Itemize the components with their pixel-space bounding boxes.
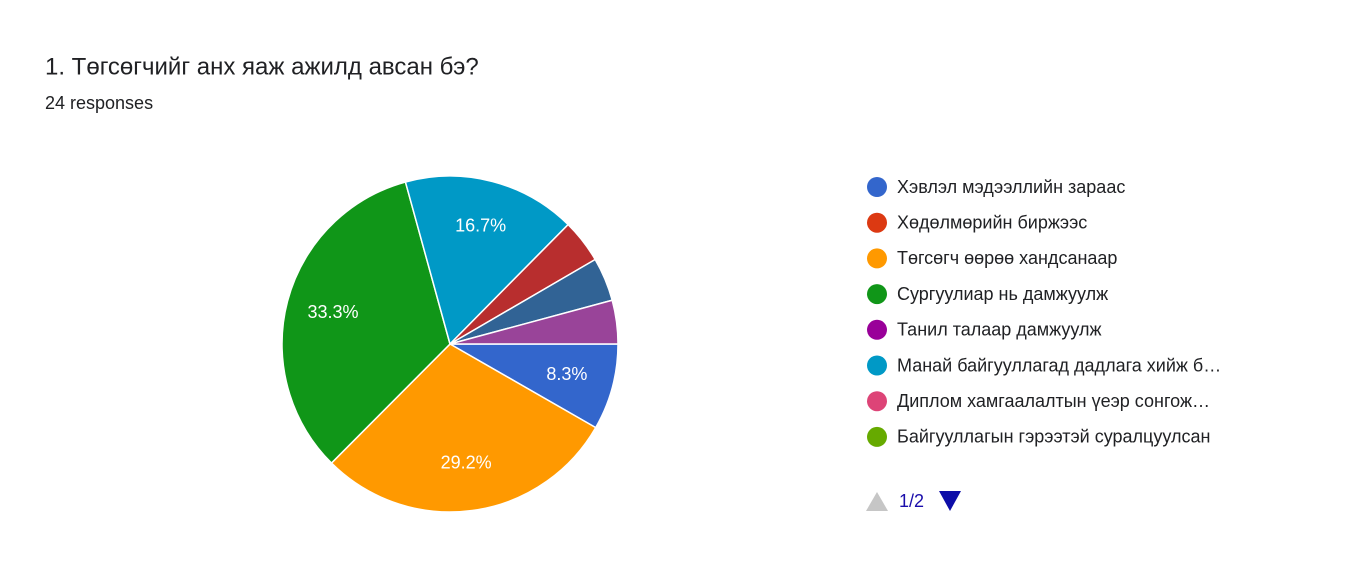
legend-swatch [867,248,887,269]
pie-slice [449,299,619,345]
legend-swatch [867,212,887,233]
legend-swatch [867,177,887,197]
legend-label: Манай байгууллагад дадлага хийж б… [897,355,1221,375]
chart-title: 1. Төгсөгчийг анх яаж ажилд авсан бэ? [45,53,479,80]
legend-label: Хөдөлмөрийн биржээс [897,212,1087,232]
slice-label: 16.7% [455,216,506,236]
pie-slice [447,343,619,429]
pie-slice [281,181,451,465]
legend-page: 1/2 [899,491,924,511]
prev-page[interactable] [866,492,888,511]
chart-subtitle: 24 responses [45,93,153,113]
next-page[interactable] [939,491,961,511]
legend-swatch [867,426,887,447]
pie-slice [330,343,597,513]
legend-swatch [867,355,887,376]
legend-swatch [867,391,887,412]
legend-label: Төгсөгч өөрөө хандсанаар [897,248,1117,268]
legend-label: Танил талаар дамжуулж [897,320,1102,340]
legend-swatch [867,284,887,305]
pie-slice [404,175,570,346]
slice-label: 33.3% [308,302,359,322]
slice-label: 29.2% [441,453,492,473]
legend-label: Диплом хамгаалалтын үеэр сонгож… [897,391,1210,411]
legend-swatch [867,319,887,340]
legend-label: Сургуулиар нь дамжуулж [897,284,1108,304]
legend-label: Хэвлэл мэдээллийн зараас [897,177,1125,197]
legend-label: Байгууллагын гэрээтэй суралцуулсан [897,427,1210,447]
slice-label: 8.3% [546,364,587,384]
